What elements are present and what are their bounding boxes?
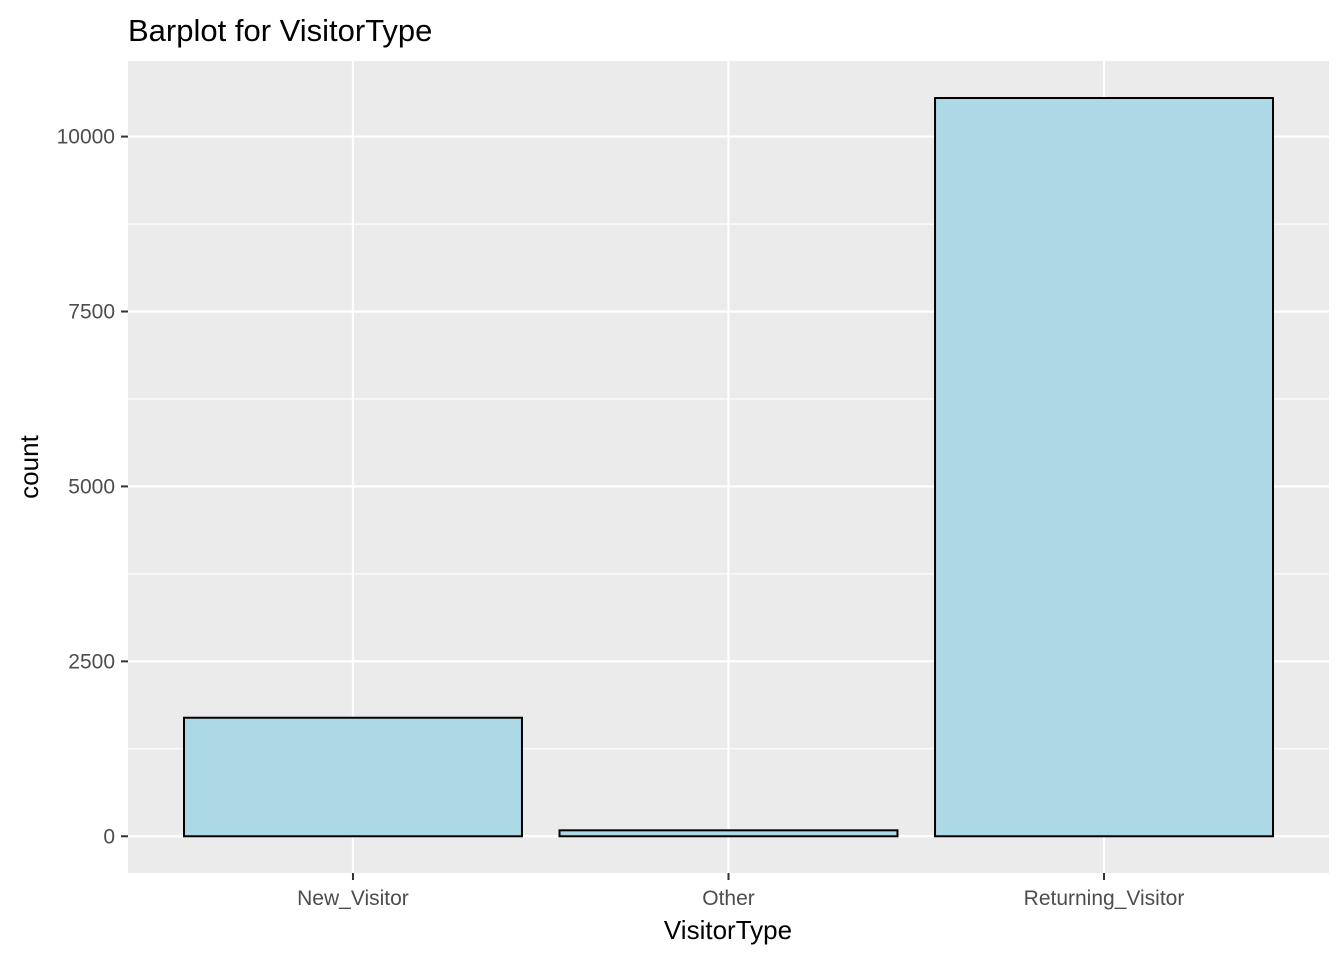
y-axis-title: count xyxy=(14,434,44,498)
y-tick-label: 5000 xyxy=(68,475,115,498)
y-tick-label: 7500 xyxy=(68,300,115,323)
x-axis-ticks: New_Visitor Other Returning_Visitor xyxy=(297,873,1184,910)
x-axis-title: VisitorType xyxy=(664,915,792,945)
bar-returning-visitor xyxy=(934,97,1274,838)
bar-new-visitor xyxy=(183,716,523,838)
y-tick-label: 10000 xyxy=(57,126,115,149)
bar-other xyxy=(558,829,899,838)
x-tick-label: Other xyxy=(702,887,755,910)
y-axis-ticks: 0 2500 5000 7500 10000 xyxy=(57,126,128,848)
bars xyxy=(183,97,1274,838)
x-tick-label: Returning_Visitor xyxy=(1024,887,1185,910)
y-tick-label: 2500 xyxy=(68,650,115,673)
x-tick-label: New_Visitor xyxy=(297,887,409,910)
chart-title: Barplot for VisitorType xyxy=(128,13,432,48)
y-tick-label: 0 xyxy=(103,825,115,848)
